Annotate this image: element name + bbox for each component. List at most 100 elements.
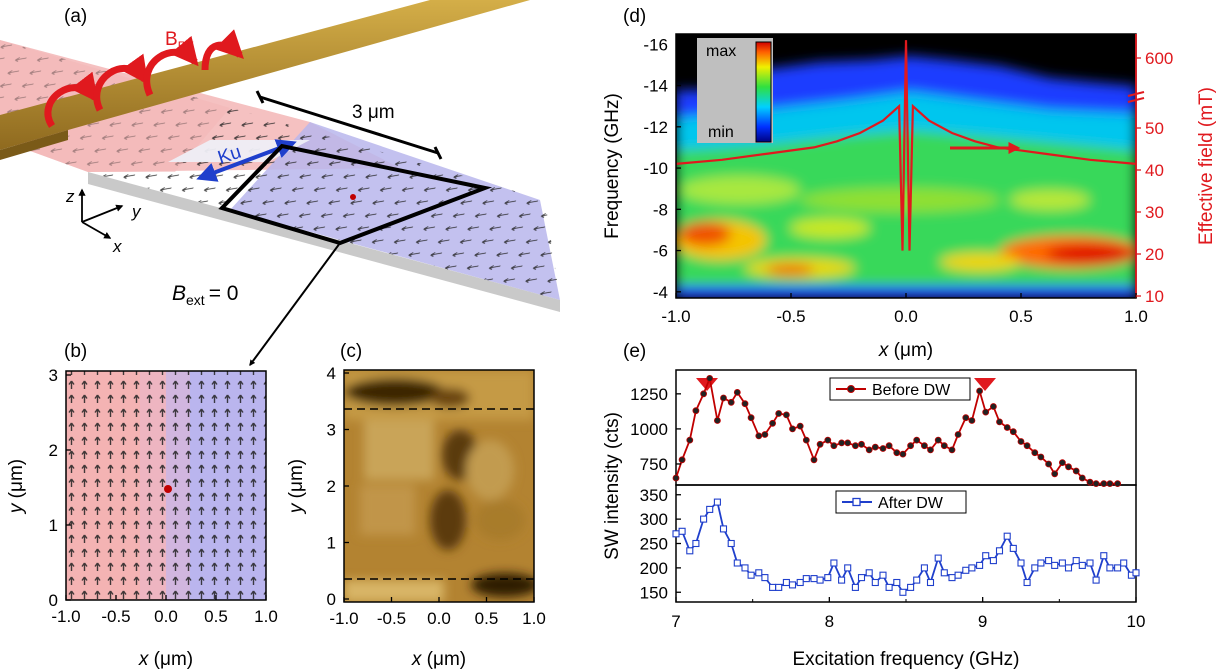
plot-d-ytick-right: 40 (1145, 161, 1164, 180)
plot-e-xtick: 8 (825, 612, 834, 631)
plot-c-xlabel: x (μm) (411, 649, 466, 670)
scale-label: 3 μm (352, 102, 395, 123)
series-before-point (948, 446, 956, 454)
series-after-point (1051, 561, 1059, 569)
series-before-point (907, 442, 914, 450)
plot-b-xtick: 0.0 (154, 607, 178, 626)
plot-c-ytick: 4 (327, 364, 336, 383)
plot-d-ytick: -6 (653, 242, 668, 261)
plot-c-ytick: 2 (327, 477, 336, 496)
series-before-point (879, 445, 887, 452)
brf-label: BRF (165, 29, 194, 53)
series-before-point (885, 442, 893, 450)
series-after-point (1017, 559, 1025, 567)
series-after-point (920, 564, 928, 572)
plot-d-ytick: -12 (643, 118, 668, 137)
series-after-point (934, 554, 942, 562)
series-after-point (926, 578, 935, 587)
series-before-point (921, 442, 928, 450)
series-after-point (755, 569, 763, 577)
series-after-point (1106, 564, 1114, 572)
plot-c-ytick: 0 (327, 590, 336, 609)
panel-c: (c) -1.0 -0.5 0.0 0.5 1.0 0 1 2 3 4 x (μm) y (μm) (286, 341, 546, 670)
bext-label: Bext = 0 (172, 282, 238, 308)
series-after-point (706, 505, 714, 513)
series-after-line (675, 500, 1137, 594)
plot-d-ytick-right: 10 (1145, 287, 1164, 306)
series-before-point (858, 440, 865, 448)
series-after-point (686, 547, 694, 555)
series-before-point (789, 425, 796, 433)
series-before-point (761, 431, 769, 438)
series-before-point (672, 474, 680, 482)
plot-e-xtick: 9 (978, 612, 987, 631)
plot-b-ytick: 1 (49, 516, 58, 535)
plot-e-top-ytick: 750 (640, 455, 668, 474)
scale-bar (259, 95, 439, 155)
series-before-point (796, 422, 804, 430)
effective-field-curve (675, 40, 1137, 251)
panel-d: (d) max min (602, 6, 1217, 361)
series-after-point (1072, 557, 1080, 565)
series-after-point (741, 564, 749, 572)
zoom-arrow (249, 242, 341, 366)
series-before-point (1023, 442, 1031, 450)
plot-e-top-ytick: 1250 (630, 385, 668, 404)
colorbar (755, 41, 772, 143)
panel-b: (b) -1.0 -0.5 0.0 0.5 1.0 0 1 2 3 x (μm) y (μm) (6, 341, 278, 670)
series-after-point (1100, 552, 1108, 560)
series-after-point (968, 564, 976, 572)
panel-a-label: (a) (64, 6, 87, 27)
series-before-point (1072, 467, 1080, 475)
series-after-point (1031, 564, 1039, 572)
series-after-point (1086, 559, 1094, 567)
series-before-point (1065, 463, 1072, 471)
series-after-point (913, 576, 921, 584)
axis-x: x (112, 237, 122, 256)
series-before-point (830, 442, 838, 450)
series-before-point (741, 400, 749, 408)
series-before-point (1045, 460, 1052, 468)
plot-e-bottom-ytick: 250 (640, 535, 668, 554)
svg-text:Before DW: Before DW (872, 382, 951, 399)
series-before-point (962, 414, 970, 422)
series-after-point (788, 581, 797, 589)
plot-c-xtick: 0.5 (475, 609, 499, 628)
series-before-point (1106, 480, 1114, 488)
series-before-point (913, 436, 921, 444)
series-after-point (1120, 559, 1128, 567)
plot-d-ytick-right: 30 (1145, 203, 1164, 222)
series-after-point (672, 530, 680, 538)
series-before-point (1086, 478, 1094, 486)
series-after-point (678, 527, 686, 535)
series-before-point (714, 417, 721, 424)
series-after-point (1078, 561, 1086, 569)
plot-b-ytick: 0 (49, 591, 58, 610)
heatmap (676, 34, 1136, 298)
plot-b-xlabel: x (μm) (138, 649, 193, 670)
plot-d-xtick: -0.5 (776, 307, 805, 326)
panel-e-label: (e) (623, 341, 646, 362)
series-before-point (954, 431, 962, 438)
series-after-point (733, 559, 741, 567)
plot-d-xtick: 1.0 (1124, 307, 1148, 326)
series-after-point (747, 571, 755, 579)
plot-e-xlabel: Excitation frequency (GHz) (792, 649, 1019, 670)
colorbar-min: min (708, 124, 734, 141)
series-after-point (1132, 569, 1140, 577)
plot-e-bottom-ytick: 200 (640, 559, 668, 578)
series-after-point (1045, 557, 1053, 565)
series-after-point (871, 578, 879, 587)
series-after-point (1037, 559, 1045, 567)
series-after-point (954, 571, 962, 579)
series-before-point (871, 443, 879, 451)
series-before-point (934, 436, 942, 444)
series-after-point (1064, 564, 1073, 572)
series-before-point (1078, 474, 1086, 482)
series-after-point (976, 561, 984, 569)
plot-c-xtick: -0.5 (377, 609, 406, 628)
series-before-point (678, 456, 686, 464)
plot-b-ylabel: y (μm) (6, 459, 27, 515)
series-after-point (1058, 559, 1066, 567)
plot-d-xlabel: x (μm) (878, 340, 933, 361)
